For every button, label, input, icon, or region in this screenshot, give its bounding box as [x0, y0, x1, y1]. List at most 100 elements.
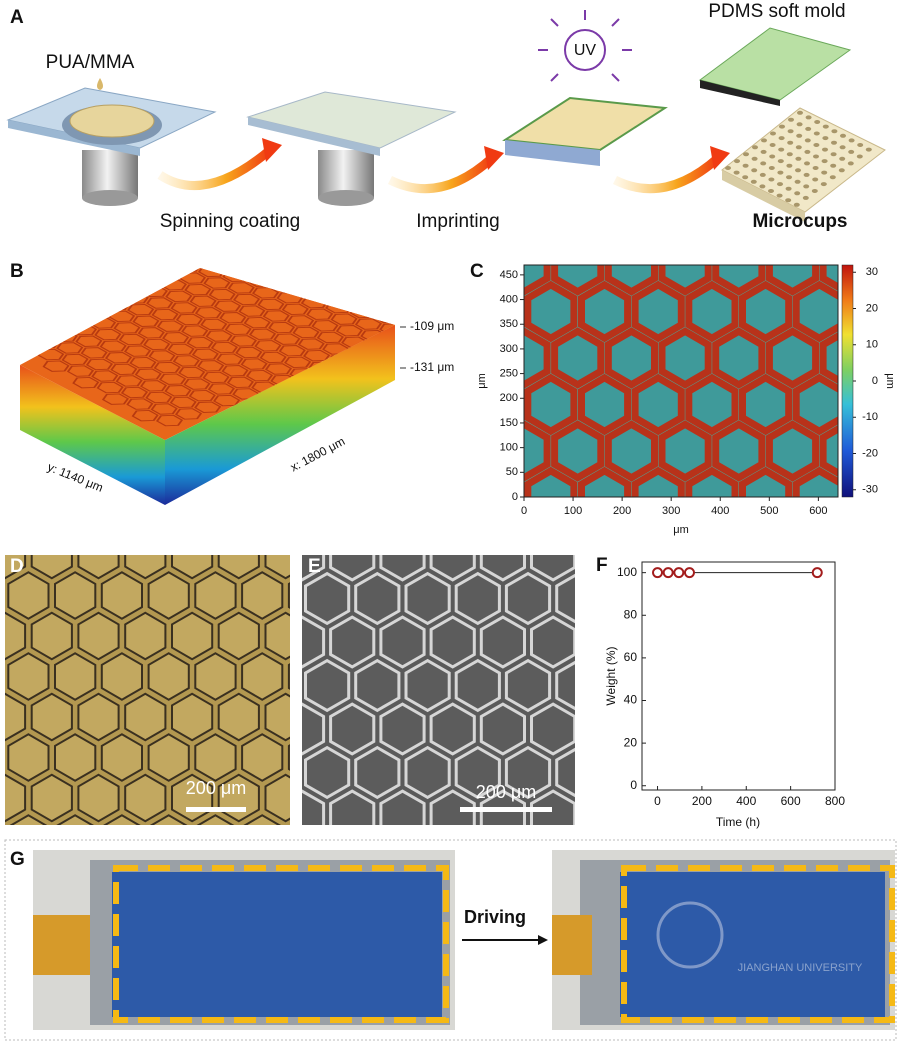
- hex-cell: [450, 242, 484, 257]
- result-label: Microcups: [752, 211, 847, 232]
- hex-cell: [265, 268, 293, 281]
- hex-cell: [56, 814, 94, 825]
- hex-cell: [542, 250, 576, 265]
- hex-cell: [507, 222, 540, 237]
- hex-cell: [739, 466, 793, 497]
- hex-cell: [289, 491, 329, 537]
- hex-cell: [20, 309, 24, 321]
- microcup: [752, 145, 758, 150]
- data-point: [683, 567, 695, 579]
- x-tick-label: 0: [654, 794, 661, 808]
- hex-cell: [555, 747, 575, 798]
- x-tick-label: 500: [760, 505, 778, 517]
- hex-cell: [0, 326, 13, 341]
- hex-cell: [467, 182, 501, 197]
- hex-cell: [631, 373, 685, 436]
- hex-cell: [287, 744, 290, 771]
- hex-cell: [129, 356, 157, 369]
- hex-cell: [264, 692, 290, 742]
- hex-cell: [469, 235, 502, 250]
- hex-cell: [172, 355, 200, 367]
- hex-cell: [184, 283, 212, 296]
- hex-cell: [392, 305, 395, 317]
- hex-cell: [561, 243, 595, 258]
- hex-cell: [243, 814, 282, 825]
- hex-cell: [368, 300, 395, 312]
- hex-cell: [382, 281, 395, 294]
- microcup: [742, 175, 749, 180]
- y-axis-label: Weight (%): [604, 646, 618, 705]
- hex-cell: [208, 288, 236, 301]
- colorbar-tick-label: 10: [866, 339, 878, 351]
- microcup: [785, 186, 792, 191]
- hex-cell: [209, 246, 243, 261]
- hex-cell: [582, 192, 628, 245]
- hex-cell: [401, 232, 434, 247]
- hex-cell: [582, 704, 625, 754]
- hex-cell: [194, 733, 237, 782]
- hex-cell: [171, 611, 214, 661]
- hex-cell: [80, 347, 108, 359]
- hex-cell: [358, 234, 392, 249]
- hex-cell: [96, 381, 124, 394]
- hex-cell: [241, 571, 284, 620]
- hex-cell: [328, 217, 362, 232]
- hex-cell: [20, 290, 38, 303]
- hex-cell: [165, 247, 199, 262]
- hex-cell: [406, 487, 449, 537]
- microcup: [857, 143, 864, 147]
- hex-cell: [146, 254, 179, 269]
- microcup: [778, 147, 785, 152]
- hex-cell: [301, 254, 335, 269]
- hex-cell: [45, 319, 73, 331]
- hex-cell: [8, 491, 48, 537]
- hex-cell: [219, 312, 247, 324]
- hex-cell: [537, 238, 570, 253]
- hex-cell: [54, 571, 97, 620]
- hex-cell: [578, 373, 632, 436]
- hex-cell: [792, 466, 838, 497]
- colorbar-label: μm: [884, 373, 896, 389]
- hex-cell: [43, 268, 71, 278]
- hex-cell: [338, 283, 367, 296]
- hex-cell: [344, 252, 378, 267]
- hex-cell: [217, 555, 260, 580]
- hex-cell: [329, 555, 376, 582]
- hex-cell: [0, 572, 2, 618]
- microcup: [811, 189, 818, 193]
- hex-cell: [276, 249, 310, 264]
- hex-cell: [316, 331, 344, 344]
- hex-cell: [366, 204, 400, 219]
- x-tick-label: 400: [736, 794, 756, 808]
- hex-cell: [103, 814, 141, 825]
- microcup: [812, 166, 819, 170]
- hex-cell: [164, 385, 192, 397]
- hex-cell: [356, 487, 399, 537]
- hex-cell: [555, 573, 575, 624]
- hex-cell: [147, 652, 190, 701]
- hex-cell: [685, 373, 739, 436]
- hex-cell: [297, 338, 325, 350]
- hex-cell: [254, 340, 282, 352]
- hex-cell: [102, 491, 142, 537]
- hex-cell: [264, 611, 290, 661]
- hex-cell: [765, 327, 820, 389]
- hex-cell: [383, 144, 417, 159]
- hex-cell: [226, 376, 254, 389]
- hex-cell: [302, 615, 326, 669]
- hex-cell: [479, 615, 526, 669]
- hex-cell: [491, 187, 525, 202]
- coated-substrate: [246, 91, 457, 149]
- hex-cell: [91, 370, 119, 382]
- microcup: [840, 133, 846, 138]
- hex-cell: [551, 420, 605, 482]
- hex-cell: [113, 322, 141, 334]
- hex-cell: [530, 555, 575, 582]
- hex-cell: [819, 265, 838, 291]
- microcup: [795, 145, 802, 150]
- hex-cell: [586, 248, 620, 263]
- hex-cell: [385, 197, 419, 212]
- hex-cell: [247, 232, 280, 247]
- hex-cell: [850, 192, 896, 245]
- hex-cell: [124, 773, 167, 823]
